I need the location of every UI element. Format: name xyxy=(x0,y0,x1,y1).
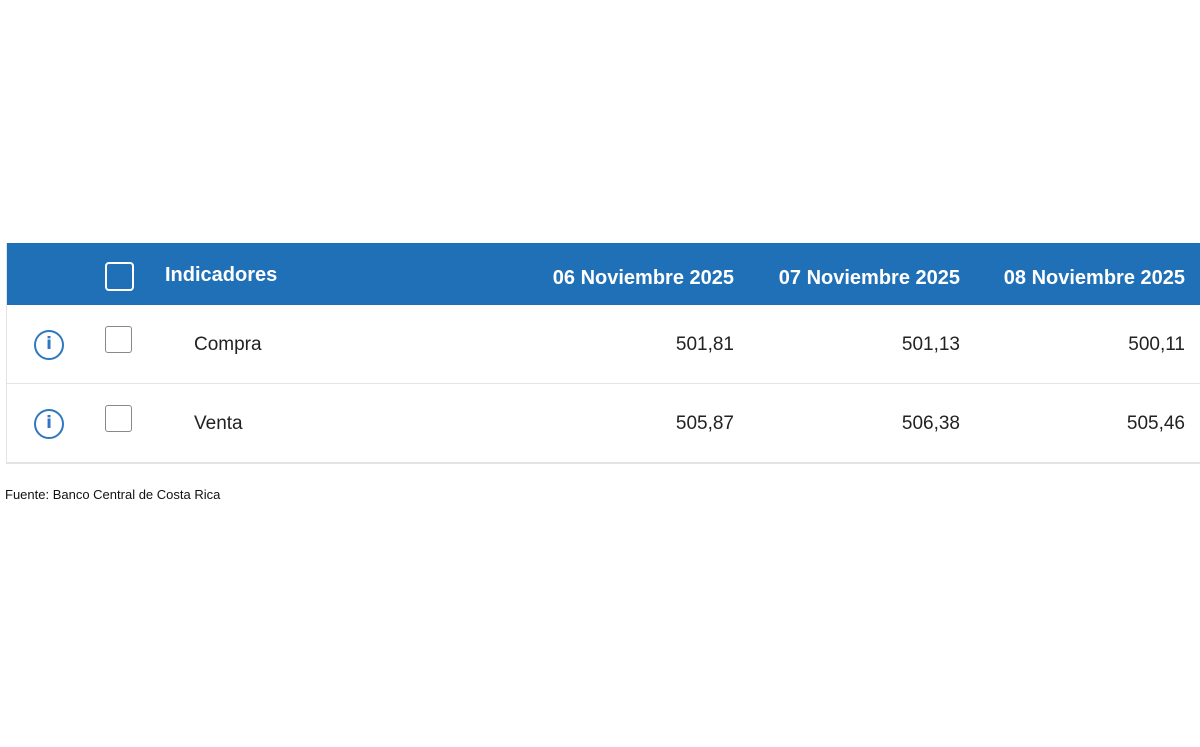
source-note: Fuente: Banco Central de Costa Rica xyxy=(5,487,221,502)
value-cell: 501,81 xyxy=(675,334,734,355)
row-checkbox[interactable] xyxy=(105,326,132,353)
header-date-3: 08 Noviembre 2025 xyxy=(1003,267,1185,289)
header-date-1: 06 Noviembre 2025 xyxy=(552,267,734,289)
value-cell: 500,11 xyxy=(1128,334,1185,355)
table-row-venta: i Venta 505,87 506,38 505,46 xyxy=(7,384,1200,462)
row-checkbox[interactable] xyxy=(105,405,132,432)
row-label: Venta xyxy=(194,413,243,434)
table-row-compra: i Compra 501,81 501,13 500,11 xyxy=(7,305,1200,384)
info-icon[interactable]: i xyxy=(34,330,64,360)
info-icon[interactable]: i xyxy=(34,409,64,439)
header-indicadores: Indicadores xyxy=(165,264,278,286)
row-label: Compra xyxy=(194,334,262,355)
header-date-2: 07 Noviembre 2025 xyxy=(778,267,960,289)
table-header: Indicadores 06 Noviembre 2025 07 Noviemb… xyxy=(7,243,1200,305)
value-cell: 505,87 xyxy=(675,413,734,434)
select-all-checkbox[interactable] xyxy=(105,262,134,291)
value-cell: 505,46 xyxy=(1126,413,1185,434)
exchange-rate-table: Indicadores 06 Noviembre 2025 07 Noviemb… xyxy=(6,243,1200,464)
value-cell: 501,13 xyxy=(901,334,960,355)
value-cell: 506,38 xyxy=(901,413,960,434)
